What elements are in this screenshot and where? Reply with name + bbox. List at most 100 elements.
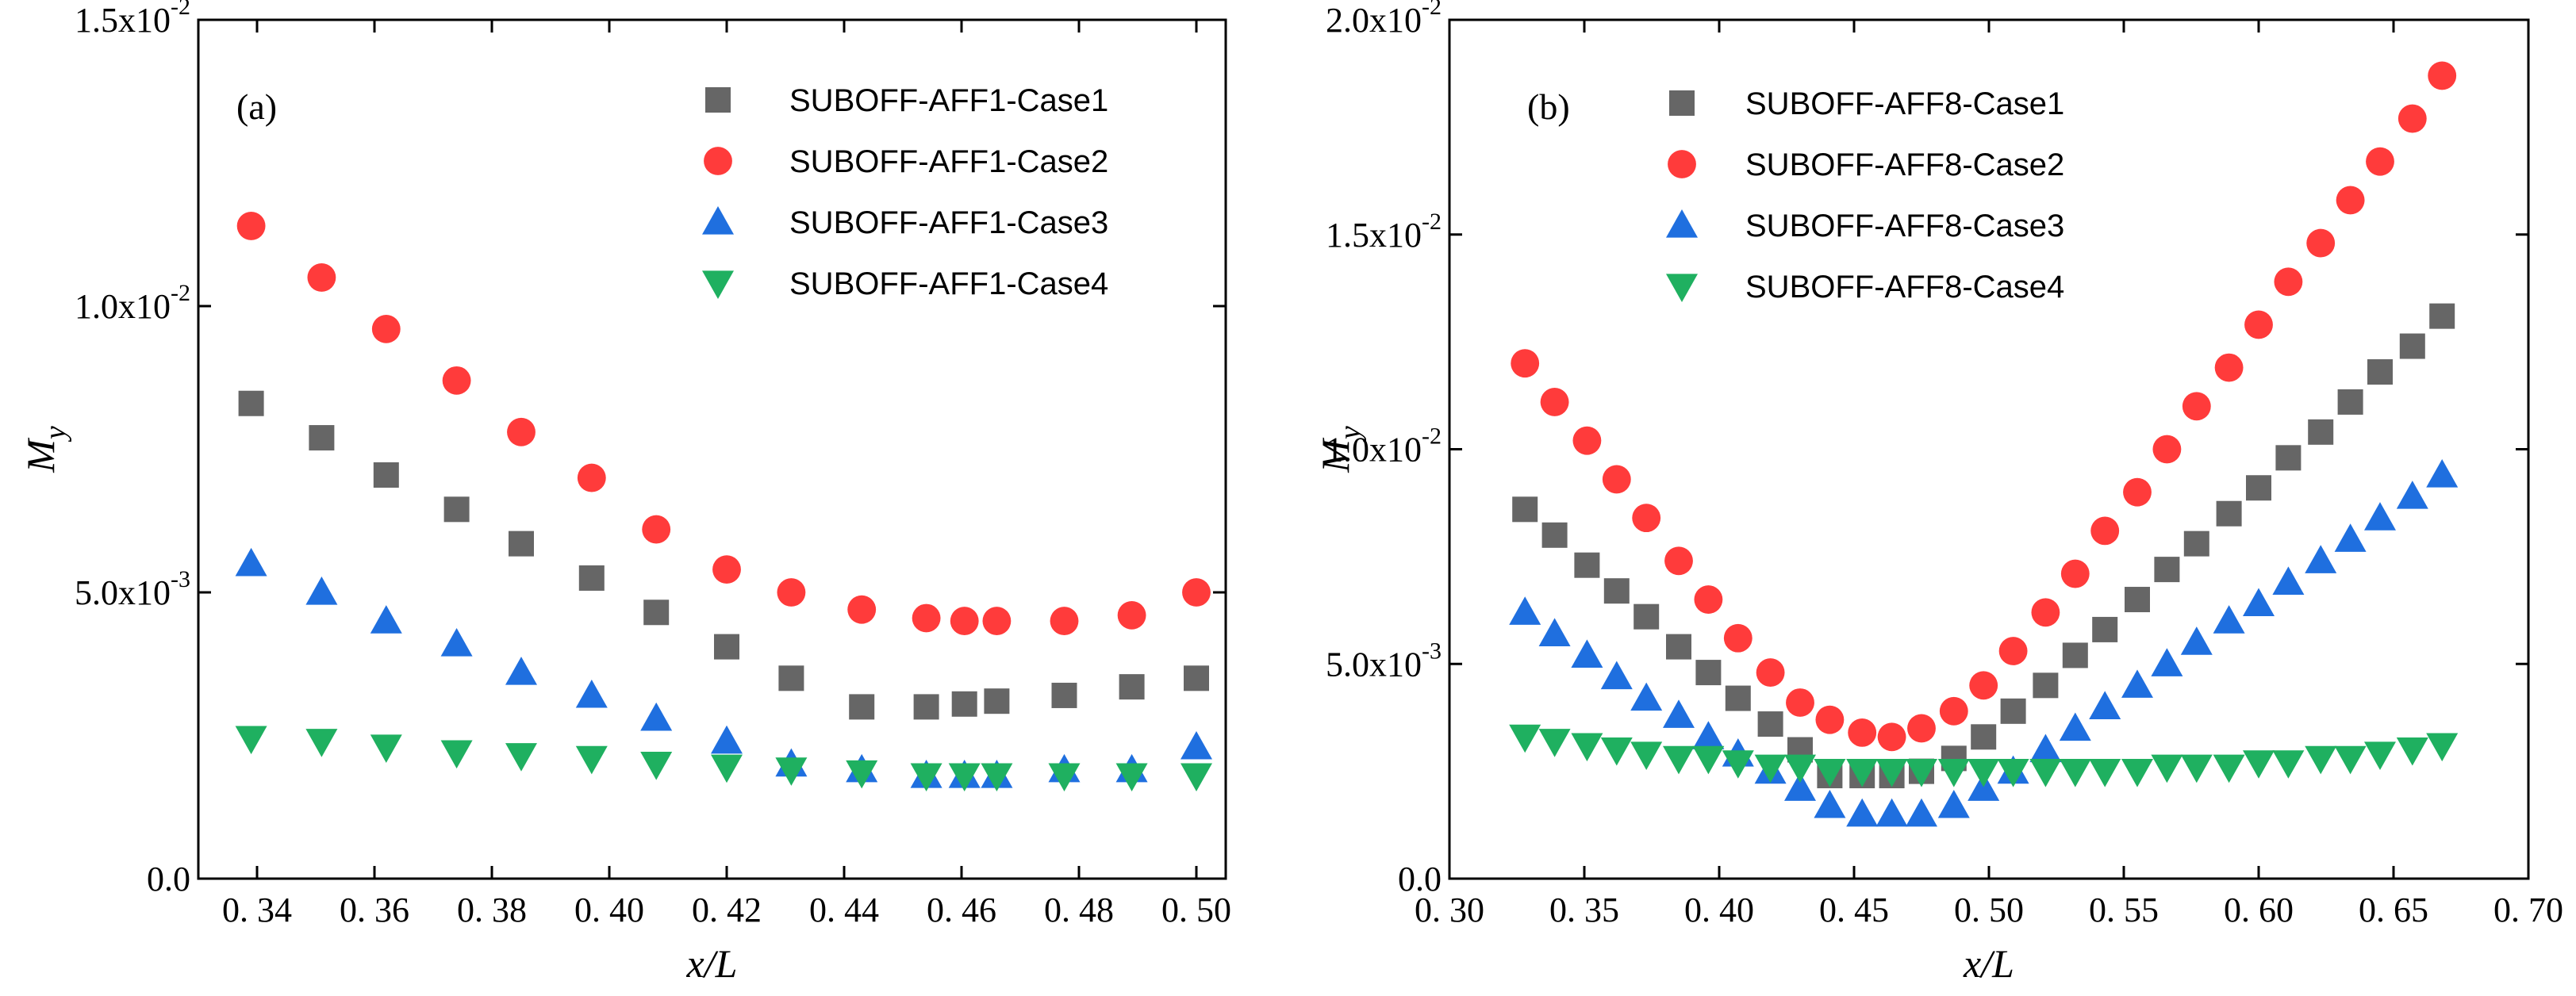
data-point xyxy=(1723,623,1753,653)
x-tick-label: 0. 36 xyxy=(340,891,409,929)
data-point xyxy=(1846,798,1879,827)
data-point xyxy=(1571,639,1603,668)
data-point xyxy=(2182,392,2211,421)
chart-panel-a: 0. 34 0. 36 0. 38 0. 40 0. 42 0. 44 0. 46 0. 48… xyxy=(18,0,1231,986)
data-point xyxy=(714,634,739,660)
data-point xyxy=(2426,733,2459,762)
data-point xyxy=(1048,763,1081,792)
legend-marker xyxy=(704,147,732,175)
data-point xyxy=(1050,607,1079,636)
data-point xyxy=(951,691,977,717)
series-square xyxy=(1512,303,2455,789)
legend-label: SUBOFF-AFF8-Case4 xyxy=(1745,270,2064,305)
data-point xyxy=(1814,759,1846,787)
legend-label: SUBOFF-AFF8-Case3 xyxy=(1745,209,2064,243)
x-tick-label: 0. 42 xyxy=(692,891,762,929)
data-point xyxy=(575,679,608,708)
data-point xyxy=(1538,729,1571,757)
y-axis-title: My xyxy=(18,426,72,473)
data-point xyxy=(305,729,338,757)
legend-marker xyxy=(1668,150,1696,178)
series-triangle-down xyxy=(235,726,1212,792)
legend-marker xyxy=(1666,209,1698,238)
data-point xyxy=(950,607,979,636)
data-point xyxy=(2092,616,2118,642)
series-circle xyxy=(236,212,1211,636)
y-tick-label: 1.0x10-2 xyxy=(1326,423,1442,469)
x-tick-label: 0. 60 xyxy=(2224,891,2294,929)
series-square xyxy=(238,390,1209,720)
data-point xyxy=(2366,147,2394,176)
data-point xyxy=(505,743,537,772)
data-point xyxy=(1632,504,1661,533)
data-point xyxy=(1182,578,1211,607)
legend-label: SUBOFF-AFF1-Case2 xyxy=(789,144,1108,179)
data-point xyxy=(1939,696,1968,726)
data-point xyxy=(1509,596,1541,625)
data-point xyxy=(2089,759,2121,787)
legend-marker xyxy=(1666,274,1698,302)
data-point xyxy=(1119,674,1145,700)
data-point xyxy=(1663,699,1695,728)
data-point xyxy=(2059,712,2091,741)
data-point xyxy=(1115,763,1148,792)
y-tick-label: 1.0x10-2 xyxy=(75,280,190,326)
data-point xyxy=(1722,750,1754,779)
y-tick-label: 1.5x10-2 xyxy=(1326,209,1442,255)
data-point xyxy=(1692,745,1725,775)
data-point xyxy=(1602,465,1631,494)
data-point xyxy=(640,702,673,731)
data-point xyxy=(1725,685,1751,711)
data-point xyxy=(1848,718,1877,747)
data-point xyxy=(1184,665,1209,691)
data-point xyxy=(1968,759,2000,787)
data-point xyxy=(1694,585,1723,614)
data-point xyxy=(846,760,878,789)
data-point xyxy=(2396,481,2428,509)
data-point xyxy=(912,603,941,633)
data-point xyxy=(711,725,743,754)
legend-label: SUBOFF-AFF1-Case3 xyxy=(789,205,1108,240)
data-point xyxy=(2364,741,2396,770)
data-point xyxy=(2334,523,2367,552)
legend-label: SUBOFF-AFF1-Case1 xyxy=(789,83,1108,118)
data-point xyxy=(913,694,939,720)
data-point xyxy=(2428,61,2457,90)
data-point xyxy=(1875,798,1908,827)
data-point xyxy=(1971,724,1997,750)
x-axis-title: x/L xyxy=(686,941,738,986)
y-tick-label: 0.0 xyxy=(147,860,190,898)
data-point xyxy=(2272,750,2305,779)
data-point xyxy=(1906,798,1937,827)
data-point xyxy=(309,425,335,451)
data-point xyxy=(778,665,804,691)
x-tick-label: 0. 55 xyxy=(2089,891,2159,929)
x-tick-label: 0. 46 xyxy=(927,891,996,929)
data-point xyxy=(373,462,399,488)
data-point xyxy=(2243,750,2275,779)
chart-panel-b: 0. 30 0. 35 0. 40 0. 45 0. 50 0. 55 0. 60 0. 65… xyxy=(1313,0,2563,986)
data-point xyxy=(1757,711,1783,737)
data-point xyxy=(2214,353,2244,382)
data-point xyxy=(1541,522,1568,548)
data-point xyxy=(1181,763,1212,792)
data-point xyxy=(1786,688,1814,717)
data-point xyxy=(2000,698,2026,724)
data-point xyxy=(2029,759,2062,787)
data-point xyxy=(238,390,264,416)
data-point xyxy=(1571,733,1603,762)
data-point xyxy=(1663,745,1695,775)
data-point xyxy=(2305,545,2337,573)
data-point xyxy=(1937,789,1970,818)
y-tick-label: 5.0x10-3 xyxy=(75,566,190,612)
data-point xyxy=(2121,759,2153,787)
data-point xyxy=(1051,682,1077,708)
data-point xyxy=(1540,388,1569,416)
data-point xyxy=(2123,477,2152,507)
data-point xyxy=(643,600,670,626)
data-point xyxy=(1877,722,1906,752)
data-point xyxy=(2121,669,2153,698)
data-point xyxy=(1815,705,1845,734)
data-point xyxy=(440,740,473,769)
